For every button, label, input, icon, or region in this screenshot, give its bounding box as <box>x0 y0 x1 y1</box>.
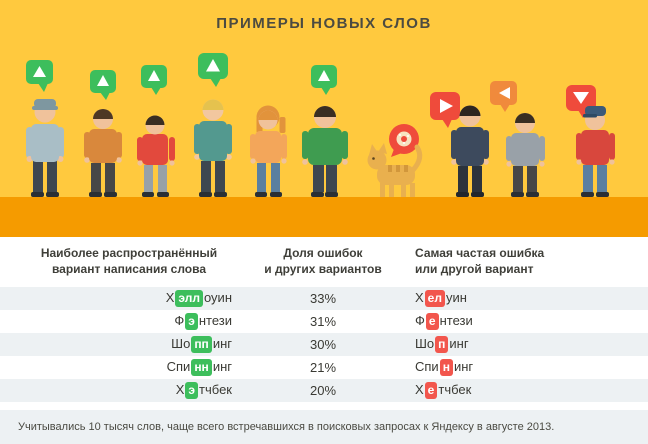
word-suffix: оуин <box>203 290 232 305</box>
correct-highlight: пп <box>191 336 212 353</box>
correct-highlight: элл <box>175 290 203 307</box>
share-cell: 21% <box>309 360 337 375</box>
share-cell: 20% <box>309 383 337 398</box>
person-figure <box>84 109 122 197</box>
word-cell: Спи нн инг <box>0 359 258 376</box>
hero-section: ПРИМЕРЫ НОВЫХ СЛОВ <box>0 0 648 237</box>
red-donut-bubble-icon <box>389 124 419 157</box>
divider <box>0 402 648 410</box>
person-figure <box>302 106 348 197</box>
share-cell: 31% <box>309 314 337 329</box>
page-title: ПРИМЕРЫ НОВЫХ СЛОВ <box>216 15 432 32</box>
word-suffix: инг <box>212 359 232 374</box>
error-highlight: н <box>439 359 453 376</box>
error-prefix: Х <box>415 290 424 305</box>
word-suffix: инг <box>212 336 232 351</box>
table-row: Шо пп инг 30% Шо п инг <box>0 333 648 356</box>
share-cell: 30% <box>309 337 337 352</box>
green-speech-bubble-up-icon <box>26 60 53 92</box>
word-cell: Шо пп инг <box>0 336 258 353</box>
word-prefix: Спи <box>166 359 191 374</box>
cat-figure <box>367 143 423 197</box>
error-prefix: Шо <box>415 336 435 351</box>
person-figure <box>506 113 545 197</box>
table-header-row: Наиболее распространённый вариант написа… <box>0 237 648 287</box>
error-highlight: е <box>425 313 439 330</box>
illustration-scene <box>0 53 648 237</box>
word-suffix: тчбек <box>199 382 232 397</box>
red-speech-bubble-play-icon <box>430 92 460 128</box>
word-prefix: Шо <box>171 336 191 351</box>
green-speech-bubble-up-icon <box>141 65 167 95</box>
word-prefix: Х <box>165 290 175 305</box>
header-error-column: Самая частая ошибка или другой вариант <box>415 246 545 276</box>
error-suffix: инг <box>453 359 474 374</box>
red-speech-bubble-down-icon <box>566 85 596 118</box>
person-figure <box>250 105 287 197</box>
share-cell: 33% <box>309 291 337 306</box>
green-speech-bubble-up-icon <box>311 65 337 95</box>
error-prefix: Спи <box>415 359 439 374</box>
error-suffix: инг <box>449 336 469 351</box>
error-highlight: п <box>435 336 449 353</box>
green-speech-bubble-up-icon <box>198 53 228 87</box>
word-prefix: Х <box>175 382 185 397</box>
person-figure <box>451 105 489 197</box>
person-figure <box>194 99 232 197</box>
error-cell: Шо п инг <box>388 336 648 353</box>
error-cell: Спи н инг <box>388 359 648 376</box>
word-prefix: Ф <box>174 313 185 328</box>
error-highlight: ел <box>424 290 445 307</box>
person-figure <box>137 115 175 197</box>
error-prefix: Х <box>415 382 424 397</box>
ground-strip <box>0 197 648 237</box>
word-suffix: нтези <box>198 313 232 328</box>
error-suffix: тчбек <box>438 382 472 397</box>
error-highlight: е <box>424 382 438 399</box>
footnote: Учитывались 10 тысяч слов, чаще всего вс… <box>0 410 648 444</box>
orange-speech-bubble-play-left-icon <box>490 81 517 112</box>
header-share-column: Доля ошибок и других вариантов <box>264 246 382 276</box>
error-suffix: уин <box>445 290 467 305</box>
correct-highlight: э <box>185 382 199 399</box>
correct-highlight: нн <box>191 359 212 376</box>
header-word-column: Наиболее распространённый вариант написа… <box>40 246 218 276</box>
table-row: Спи нн инг 21% Спи н инг <box>0 356 648 379</box>
person-figure <box>26 99 64 197</box>
error-prefix: Ф <box>415 313 425 328</box>
error-suffix: нтези <box>439 313 473 328</box>
correct-highlight: э <box>185 313 198 330</box>
person-figure <box>576 106 615 197</box>
table-section: Наиболее распространённый вариант написа… <box>0 237 648 444</box>
green-speech-bubble-up-icon <box>90 70 116 100</box>
